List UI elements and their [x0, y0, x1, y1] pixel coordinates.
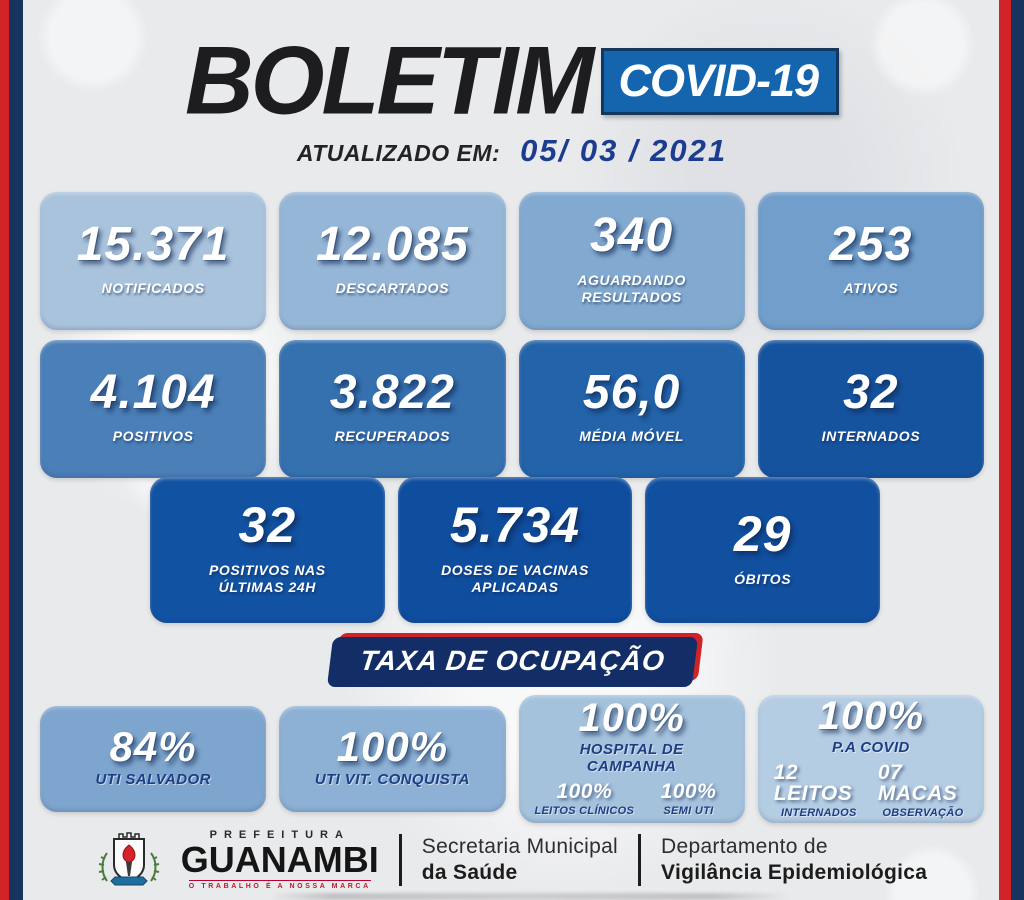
stat-value: 56,0: [582, 366, 681, 420]
departamento-line2: Vigilância Epidemiológica: [661, 861, 928, 884]
sub-stat-value: 100%: [660, 780, 717, 804]
occupancy-value: 100%: [578, 695, 685, 740]
stat-label: DOSES DE VACINAS APLICADAS: [441, 561, 589, 596]
secretaria-line2: da Saúde: [421, 861, 518, 884]
stat-card-aguardando: 340 AGUARDANDO RESULTADOS: [518, 192, 745, 330]
sub-stat-label: SEMI UTI: [663, 805, 714, 818]
right-navy-stripe: [1011, 0, 1024, 900]
footer-divider: [638, 834, 642, 886]
stat-label: ATIVOS: [843, 280, 899, 297]
guanambi-coat-of-arms-icon: [98, 832, 159, 886]
stat-value: 5.734: [449, 497, 581, 554]
stats-row-1: 15.371 NOTIFICADOS 12.085 DESCARTADOS 34…: [40, 192, 984, 330]
sub-stat-value: 12 LEITOS: [773, 761, 853, 806]
sub-stat-label: OBSERVAÇÃO: [882, 807, 964, 820]
sub-stat-macas-observacao: 07 MACAS OBSERVAÇÃO: [878, 762, 968, 819]
stat-value: 29: [733, 506, 792, 562]
sub-stat-leitos-internados: 12 LEITOS INTERNADOS: [774, 762, 864, 819]
stat-value: 15.371: [76, 218, 230, 272]
stat-card-positivos: 4.104 POSITIVOS: [40, 340, 267, 478]
occupancy-card-uti-vit-conquista: 100% UTI VIT. CONQUISTA: [279, 706, 506, 812]
stat-value: 12.085: [315, 218, 469, 272]
stat-label: INTERNADOS: [821, 428, 921, 445]
stat-value: 4.104: [90, 366, 216, 420]
updated-row: ATUALIZADO EM: 05/ 03 / 2021: [0, 133, 1024, 169]
stat-card-internados: 32 INTERNADOS: [757, 340, 984, 478]
sub-stat-label: INTERNADOS: [780, 807, 857, 820]
stat-label: NOTIFICADOS: [101, 280, 205, 297]
departamento-block: Departamento de Vigilância Epidemiológic…: [661, 834, 927, 887]
stat-card-ativos: 253 ATIVOS: [757, 192, 984, 330]
occupancy-banner-row: TAXA DE OCUPAÇÃO: [0, 633, 1024, 687]
stat-value: 253: [829, 218, 913, 272]
updated-date: 05/ 03 / 2021: [520, 133, 728, 168]
virus-watermark-icon: [870, 0, 975, 97]
stat-label: DESCARTADOS: [335, 280, 450, 297]
occupancy-label: P.A COVID: [831, 738, 910, 756]
occupancy-sub-stats: 100% LEITOS CLÍNICOS 100% SEMI UTI: [535, 781, 729, 817]
sub-stat-semi-uti: 100% SEMI UTI: [648, 781, 729, 817]
sub-stat-label: LEITOS CLÍNICOS: [534, 805, 635, 818]
occupancy-label: UTI VIT. CONQUISTA: [314, 771, 470, 789]
occupancy-banner-title: TAXA DE OCUPAÇÃO: [357, 645, 667, 676]
stat-card-obitos: 29 ÓBITOS: [645, 477, 881, 623]
stat-card-positivos-24h: 32 POSITIVOS NAS ÚLTIMAS 24H: [150, 477, 385, 623]
occupancy-row: 84% UTI SALVADOR 100% UTI VIT. CONQUISTA…: [40, 694, 984, 824]
stat-card-recuperados: 3.822 RECUPERADOS: [279, 340, 506, 478]
virus-watermark-icon: [38, 0, 148, 92]
occupancy-value: 100%: [817, 693, 925, 738]
stat-value: 32: [843, 366, 899, 420]
banner-navy-plate: TAXA DE OCUPAÇÃO: [326, 637, 698, 687]
occupancy-card-pa-covid: 100% P.A COVID 12 LEITOS INTERNADOS 07 M…: [757, 693, 984, 823]
updated-label: ATUALIZADO EM:: [296, 140, 501, 166]
stat-label: ÓBITOS: [734, 570, 792, 587]
city-name: GUANAMBI: [180, 839, 379, 880]
footer: PREFEITURA GUANAMBI O TRABALHO É A NOSSA…: [0, 828, 1024, 892]
left-navy-stripe: [9, 0, 23, 900]
stat-value: 32: [238, 497, 297, 554]
stat-card-descartados: 12.085 DESCARTADOS: [279, 192, 506, 330]
stat-label: AGUARDANDO RESULTADOS: [577, 271, 686, 306]
page-title: BOLETIM: [184, 26, 594, 136]
secretaria-block: Secretaria Municipal da Saúde: [422, 834, 618, 887]
covid19-badge: COVID-19: [601, 48, 840, 115]
cropped-caption: [270, 893, 790, 900]
left-red-stripe: [0, 0, 9, 900]
stat-card-media-movel: 56,0 MÉDIA MÓVEL: [518, 340, 745, 478]
stats-row-3: 32 POSITIVOS NAS ÚLTIMAS 24H 5.734 DOSES…: [150, 477, 881, 623]
occupancy-value: 84%: [109, 723, 197, 771]
sub-stat-value: 100%: [556, 780, 613, 804]
stat-label: RECUPERADOS: [334, 428, 451, 445]
occupancy-banner: TAXA DE OCUPAÇÃO: [326, 633, 703, 687]
sub-stat-leitos-clinicos: 100% LEITOS CLÍNICOS: [535, 781, 635, 817]
occupancy-label: UTI SALVADOR: [95, 771, 211, 789]
stat-label: POSITIVOS: [112, 428, 194, 445]
occupancy-label: HOSPITAL DE CAMPANHA: [579, 740, 684, 775]
occupancy-value: 100%: [336, 723, 449, 771]
prefeitura-label: PREFEITURA: [209, 829, 350, 841]
occupancy-card-hospital-campanha: 100% HOSPITAL DE CAMPANHA 100% LEITOS CL…: [518, 695, 745, 823]
stat-value: 3.822: [329, 366, 455, 420]
secretaria-line1: Secretaria Municipal: [421, 834, 619, 858]
occupancy-card-uti-salvador: 84% UTI SALVADOR: [40, 706, 267, 812]
stats-row-2: 4.104 POSITIVOS 3.822 RECUPERADOS 56,0 M…: [40, 340, 984, 478]
occupancy-sub-stats: 12 LEITOS INTERNADOS 07 MACAS OBSERVAÇÃO: [774, 762, 968, 819]
departamento-line1: Departamento de: [661, 834, 828, 858]
stat-label: POSITIVOS NAS ÚLTIMAS 24H: [208, 561, 326, 596]
footer-divider: [398, 834, 402, 886]
stat-card-notificados: 15.371 NOTIFICADOS: [40, 192, 267, 330]
prefeitura-guanambi-logo: PREFEITURA GUANAMBI O TRABALHO É A NOSSA…: [180, 829, 379, 891]
right-red-stripe: [999, 0, 1011, 900]
stat-value: 340: [590, 209, 674, 263]
stat-card-vacinas: 5.734 DOSES DE VACINAS APLICADAS: [397, 477, 633, 623]
header: BOLETIM COVID-19: [0, 26, 1024, 136]
stat-label: MÉDIA MÓVEL: [579, 428, 685, 445]
city-tagline: O TRABALHO É A NOSSA MARCA: [188, 880, 371, 890]
sub-stat-value: 07 MACAS: [877, 761, 958, 806]
